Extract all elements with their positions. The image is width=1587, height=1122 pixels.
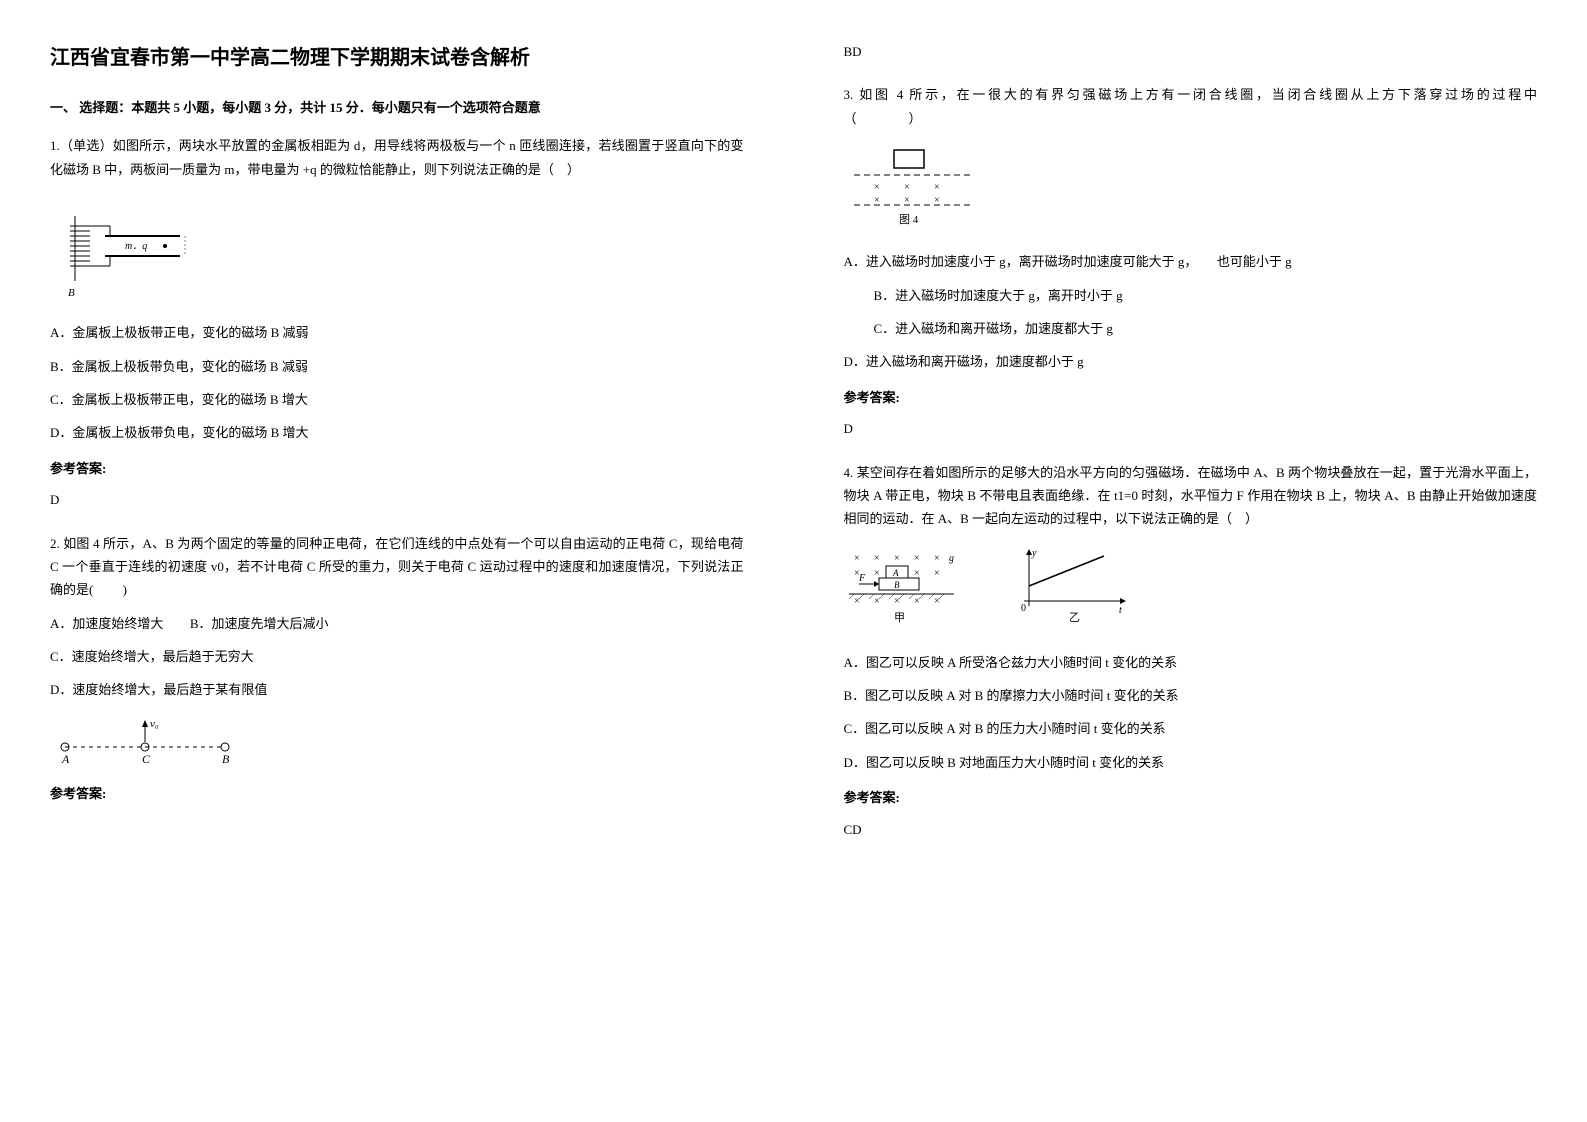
q4-figure: × × × × × g × × × × A B F	[844, 546, 1538, 636]
page-title: 江西省宜春市第一中学高二物理下学期期末试卷含解析	[50, 40, 744, 76]
svg-text:×: ×	[874, 568, 880, 579]
svg-text:×: ×	[934, 568, 940, 579]
q2-option-c: C．速度始终增大，最后趋于无穷大	[50, 645, 744, 668]
q1-answer: D	[50, 488, 744, 511]
q4-answer-label: 参考答案:	[844, 786, 1538, 809]
svg-text:甲: 甲	[894, 612, 905, 624]
svg-text:t: t	[1119, 605, 1122, 616]
svg-text:A: A	[892, 568, 899, 578]
svg-text:×: ×	[934, 195, 940, 206]
svg-text:F: F	[858, 573, 866, 584]
svg-text:v₀: v₀	[150, 718, 159, 730]
q2-answer: BD	[844, 40, 1538, 63]
svg-text:乙: 乙	[1069, 611, 1080, 624]
svg-text:图 4: 图 4	[899, 213, 919, 226]
section-header: 一、 选择题：本题共 5 小题，每小题 3 分，共计 15 分．每小题只有一个选…	[50, 96, 744, 119]
q2-figure: v₀ A C B	[50, 717, 744, 767]
q3-option-b: B．进入磁场时加速度大于 g，离开时小于 g	[874, 284, 1538, 307]
svg-text:×: ×	[904, 195, 910, 206]
q4-option-d: D．图乙可以反映 B 对地面压力大小随时间 t 变化的关系	[844, 751, 1538, 774]
svg-text:×: ×	[874, 553, 880, 564]
svg-text:×: ×	[894, 553, 900, 564]
svg-text:×: ×	[914, 553, 920, 564]
q1-figure: B m．q	[50, 196, 744, 306]
svg-text:y: y	[1031, 548, 1037, 559]
svg-text:0: 0	[1021, 603, 1026, 614]
q2-option-b: B．加速度先增大后减小	[190, 616, 329, 631]
q1-option-c: C．金属板上极板带正电，变化的磁场 B 增大	[50, 388, 744, 411]
svg-text:B: B	[222, 752, 230, 766]
svg-text:C: C	[142, 752, 151, 766]
q1-answer-label: 参考答案:	[50, 457, 744, 480]
q3-figure: × × × × × × 图 4	[844, 145, 1538, 235]
svg-text:×: ×	[914, 568, 920, 579]
svg-text:B: B	[68, 287, 75, 299]
svg-text:A: A	[61, 752, 70, 766]
q2-text: 2. 如图 4 所示，A、B 为两个固定的等量的同种正电荷，在它们连线的中点处有…	[50, 532, 744, 602]
svg-text:g: g	[949, 553, 954, 564]
svg-text:×: ×	[874, 596, 880, 607]
svg-text:B: B	[894, 580, 900, 590]
q2-option-a: A．加速度始终增大	[50, 616, 163, 631]
q3-option-d: D．进入磁场和离开磁场，加速度都小于 g	[844, 350, 1538, 373]
q3-text: 3. 如图 4 所示，在一很大的有界匀强磁场上方有一闭合线圈，当闭合线圈从上方下…	[844, 83, 1538, 130]
svg-text:×: ×	[904, 182, 910, 193]
svg-text:×: ×	[934, 182, 940, 193]
q1-option-a: A．金属板上极板带正电，变化的磁场 B 减弱	[50, 321, 744, 344]
q1-option-b: B．金属板上极板带负电，变化的磁场 B 减弱	[50, 355, 744, 378]
q2-option-d: D．速度始终增大，最后趋于某有限值	[50, 678, 744, 701]
svg-text:×: ×	[854, 596, 860, 607]
q3-option-a: A．进入磁场时加速度小于 g，离开磁场时加速度可能大于 g， 也可能小于 g	[844, 250, 1538, 273]
q4-text: 4. 某空间存在着如图所示的足够大的沿水平方向的匀强磁场．在磁场中 A、B 两个…	[844, 461, 1538, 531]
q4-option-a: A．图乙可以反映 A 所受洛仑兹力大小随时间 t 变化的关系	[844, 651, 1538, 674]
q2-answer-label: 参考答案:	[50, 782, 744, 805]
q4-answer: CD	[844, 818, 1538, 841]
svg-text:×: ×	[854, 553, 860, 564]
q3-answer-label: 参考答案:	[844, 386, 1538, 409]
q4-option-c: C．图乙可以反映 A 对 B 的压力大小随时间 t 变化的关系	[844, 717, 1538, 740]
q3-option-c: C．进入磁场和离开磁场，加速度都大于 g	[874, 317, 1538, 340]
svg-text:×: ×	[874, 182, 880, 193]
svg-text:×: ×	[934, 553, 940, 564]
svg-text:×: ×	[934, 596, 940, 607]
q4-option-b: B．图乙可以反映 A 对 B 的摩擦力大小随时间 t 变化的关系	[844, 684, 1538, 707]
q1-option-d: D．金属板上极板带负电，变化的磁场 B 增大	[50, 421, 744, 444]
svg-text:m．q: m．q	[125, 241, 147, 252]
svg-text:×: ×	[914, 596, 920, 607]
q3-answer: D	[844, 417, 1538, 440]
svg-text:×: ×	[874, 195, 880, 206]
svg-text:×: ×	[894, 596, 900, 607]
q1-text: 1.（单选）如图所示，两块水平放置的金属板相距为 d，用导线将两极板与一个 n …	[50, 134, 744, 181]
